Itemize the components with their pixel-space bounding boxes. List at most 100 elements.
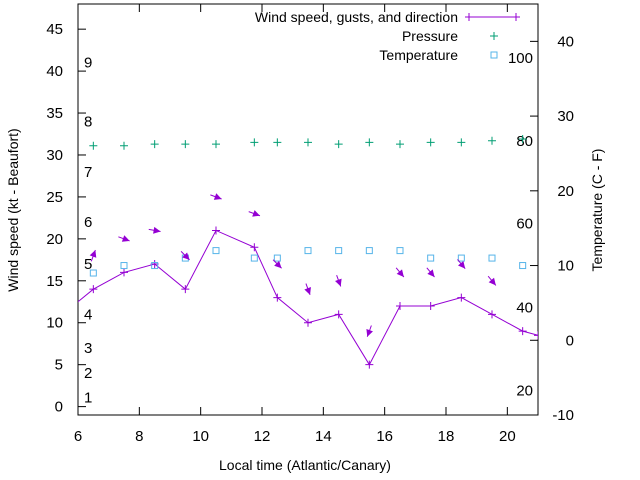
pressure-point [396,140,404,149]
wind-speed-point [426,301,435,310]
y2-tick-label: -10 [552,407,574,424]
wind-direction-arrow [180,251,190,261]
wind-direction-arrow [366,325,373,337]
pressure-point [212,140,220,149]
fahrenheit-scale-labels: 20 40 60 80 100 [508,50,533,400]
pressure-point [304,138,312,147]
wind-direction-arrow [89,249,97,262]
y-tick-label: 40 [46,63,63,80]
wind-speed-point [396,301,404,310]
y-tick-label: 45 [46,21,63,38]
wind-direction-arrow [426,267,435,278]
wind-direction-arrow [395,267,405,278]
temperature-point [457,254,465,262]
y-tick-label: 30 [46,147,63,164]
pressure-point [250,138,259,147]
temperature-point [273,254,281,262]
wind-speed-point [334,310,343,319]
beaufort-label: 7 [84,164,92,181]
x-axis-title: Local time (Atlantic/Canary) [219,457,391,473]
pressure-point [89,141,98,150]
wind-direction-arrow [118,235,130,242]
y-tick-label: 5 [55,357,63,374]
pressure-series [89,135,527,150]
legend-key-wind [465,13,520,21]
y2-tick-labels: -10 0 10 20 30 40 [552,33,574,424]
wind-speed-point [488,310,496,319]
fahrenheit-label: 60 [516,216,533,233]
beaufort-label: 5 [84,256,92,273]
plot-area [77,3,539,416]
beaufort-label: 8 [84,113,92,130]
beaufort-scale-labels: 1 2 3 4 5 6 7 8 9 [84,55,92,407]
temperature-point [304,247,312,255]
temperature-point [250,254,258,262]
wind-speed-line [78,229,538,366]
beaufort-label: 9 [84,55,92,72]
y2-tick-label: 20 [557,183,574,200]
y-tick-label: 35 [46,105,63,122]
y2-tick-label: 40 [557,33,574,50]
fahrenheit-label: 100 [508,50,533,67]
x-tick-label: 12 [254,428,271,445]
temperature-point [89,269,97,277]
pressure-point [457,138,466,147]
beaufort-label: 4 [84,306,92,323]
legend: Wind speed, gusts, and direction Pressur… [255,9,520,63]
temperature-point [151,262,159,270]
wind-speed-point [304,318,312,327]
x-tick-labels: 6 8 10 12 14 16 18 20 [74,428,516,445]
y2-tick-label: 10 [557,258,574,275]
y-tick-label: 10 [46,315,63,332]
axis-ticks [77,4,538,416]
y2-tick-label: 30 [557,108,574,125]
wind-direction-arrow [457,259,466,269]
wind-direction-arrow [335,274,342,287]
wind-speed-point [120,268,128,277]
y-tick-label: 15 [46,273,63,290]
y-tick-label: 20 [46,231,63,248]
pressure-point [273,138,282,147]
beaufort-label: 3 [84,340,92,357]
wind-speed-point [457,293,466,302]
pressure-point [181,140,190,149]
fahrenheit-label: 20 [516,382,533,399]
wind-speed-point [212,226,220,235]
wind-direction-arrow [487,275,497,286]
beaufort-label: 2 [84,365,92,382]
x-tick-label: 10 [192,428,209,445]
y-tick-label: 0 [55,399,63,416]
wind-speed-point [181,285,190,294]
fahrenheit-label: 80 [516,133,533,150]
x-tick-label: 20 [499,428,516,445]
x-tick-label: 18 [438,428,455,445]
pressure-point [334,140,343,149]
wind-speed-point [365,360,374,369]
pressure-point [518,135,527,144]
wind-direction-arrow [248,210,261,217]
y-tick-label: 25 [46,189,63,206]
wind-speed-point [273,293,282,302]
y-tick-labels: 0 5 10 15 20 25 30 35 40 45 [46,21,63,415]
temperature-point [519,262,527,270]
x-tick-label: 6 [74,428,82,445]
beaufort-label: 6 [84,214,92,231]
temperature-point [365,247,373,255]
wind-direction-arrow [272,259,282,269]
x-tick-label: 14 [315,428,332,445]
temperature-point [396,247,404,255]
legend-label-wind: Wind speed, gusts, and direction [255,9,458,25]
wind-speed-point [518,327,527,336]
pressure-point [365,138,374,147]
x-tick-label: 8 [135,428,143,445]
temperature-point [488,254,496,262]
pressure-point [150,140,159,149]
y2-axis-title: Temperature (C - F) [589,149,605,272]
wind-speed-point [250,243,259,252]
wind-speed-point [534,331,538,340]
legend-key-pressure [490,32,498,40]
y-axis-title: Wind speed (kt - Beaufort) [5,128,21,291]
fahrenheit-label: 40 [516,299,533,316]
temperature-point [212,247,220,255]
